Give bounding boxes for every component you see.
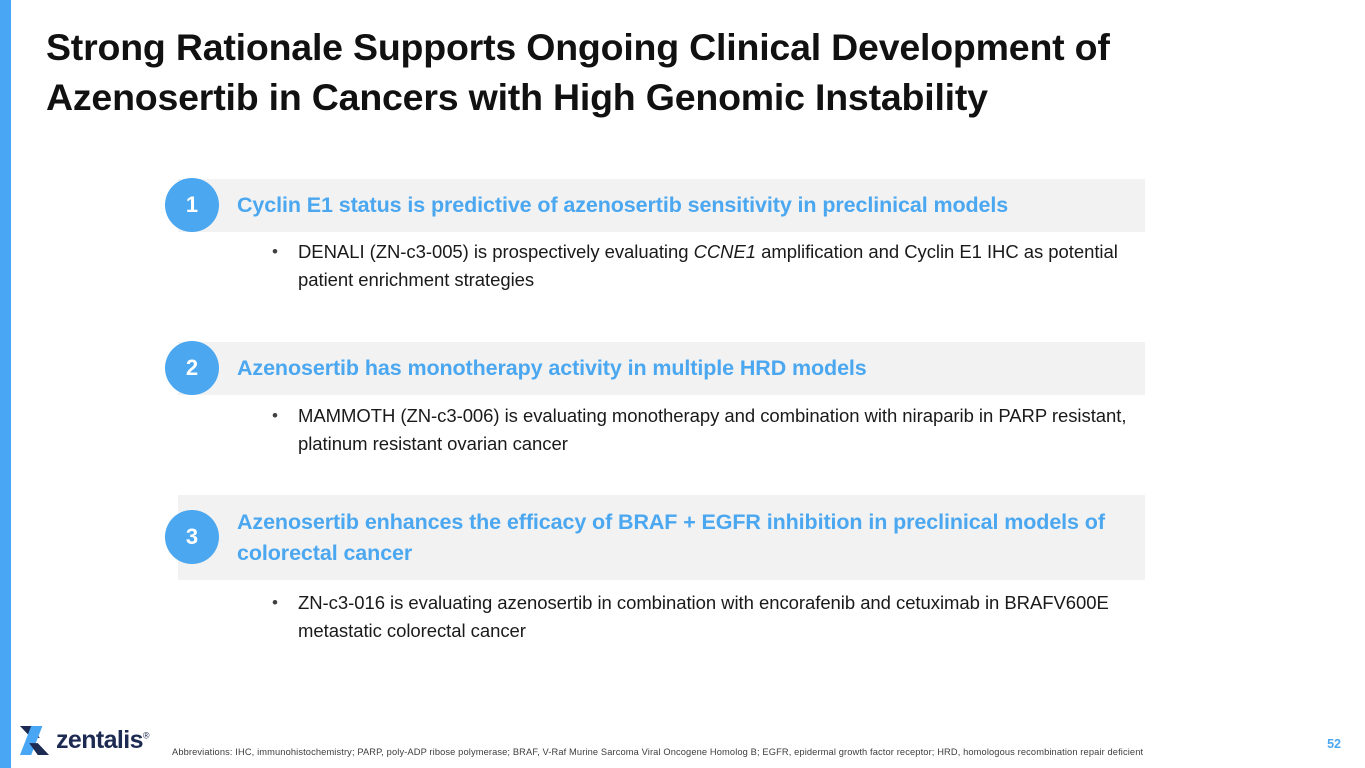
- point-number-label-3: 3: [185, 524, 199, 549]
- point-number-badge-1: 1: [165, 178, 219, 232]
- point-heading-3: Azenosertib enhances the efficacy of BRA…: [237, 509, 1105, 565]
- page-title: Strong Rationale Supports Ongoing Clinic…: [46, 26, 1110, 118]
- bullet-text-pre-2: MAMMOTH (ZN-c3-006) is evaluating monoth…: [298, 405, 1127, 454]
- bullet-text-pre-3: ZN-c3-016 is evaluating azenosertib in c…: [298, 592, 1109, 641]
- bullet-text-italic-1: CCNE1: [693, 241, 757, 262]
- point-bullet-3: • ZN-c3-016 is evaluating azenosertib in…: [272, 589, 1132, 644]
- point-number-badge-2: 2: [165, 341, 219, 395]
- point-number-label-1: 1: [185, 192, 199, 217]
- point-bullet-text-1: DENALI (ZN-c3-005) is prospectively eval…: [298, 238, 1132, 293]
- bullet-marker-icon: •: [272, 242, 278, 261]
- page-number: 52: [1327, 737, 1341, 751]
- zentalis-z-mark-icon: [18, 724, 51, 757]
- point-band-2: Azenosertib has monotherapy activity in …: [178, 342, 1145, 395]
- point-band-3: Azenosertib enhances the efficacy of BRA…: [178, 495, 1145, 580]
- bullet-marker-icon: •: [272, 406, 278, 425]
- point-band-1: Cyclin E1 status is predictive of azenos…: [178, 179, 1145, 232]
- point-bullet-2: • MAMMOTH (ZN-c3-006) is evaluating mono…: [272, 402, 1132, 457]
- zentalis-wordmark: zentalis®: [56, 725, 150, 754]
- point-bullet-1: • DENALI (ZN-c3-005) is prospectively ev…: [272, 238, 1132, 293]
- point-heading-1: Cyclin E1 status is predictive of azenos…: [237, 193, 1009, 217]
- zentalis-wordmark-text: zentalis: [56, 725, 144, 754]
- footer-abbreviations: Abbreviations: IHC, immunohistochemistry…: [172, 747, 1144, 757]
- bullet-text-pre-1: DENALI (ZN-c3-005) is prospectively eval…: [298, 241, 694, 262]
- zentalis-logo: zentalis®: [18, 722, 150, 758]
- trademark-symbol: ®: [142, 730, 150, 741]
- bullet-text-post-1: amplification and Cyclin E1 IHC as poten…: [298, 241, 1118, 290]
- point-number-badge-3: 3: [165, 510, 219, 564]
- point-bullet-text-2: MAMMOTH (ZN-c3-006) is evaluating monoth…: [298, 402, 1132, 457]
- point-heading-2: Azenosertib has monotherapy activity in …: [237, 356, 867, 380]
- bullet-marker-icon: •: [272, 593, 278, 612]
- point-bullet-text-3: ZN-c3-016 is evaluating azenosertib in c…: [298, 589, 1132, 644]
- point-number-label-2: 2: [185, 355, 199, 380]
- left-accent-bar: [0, 0, 11, 768]
